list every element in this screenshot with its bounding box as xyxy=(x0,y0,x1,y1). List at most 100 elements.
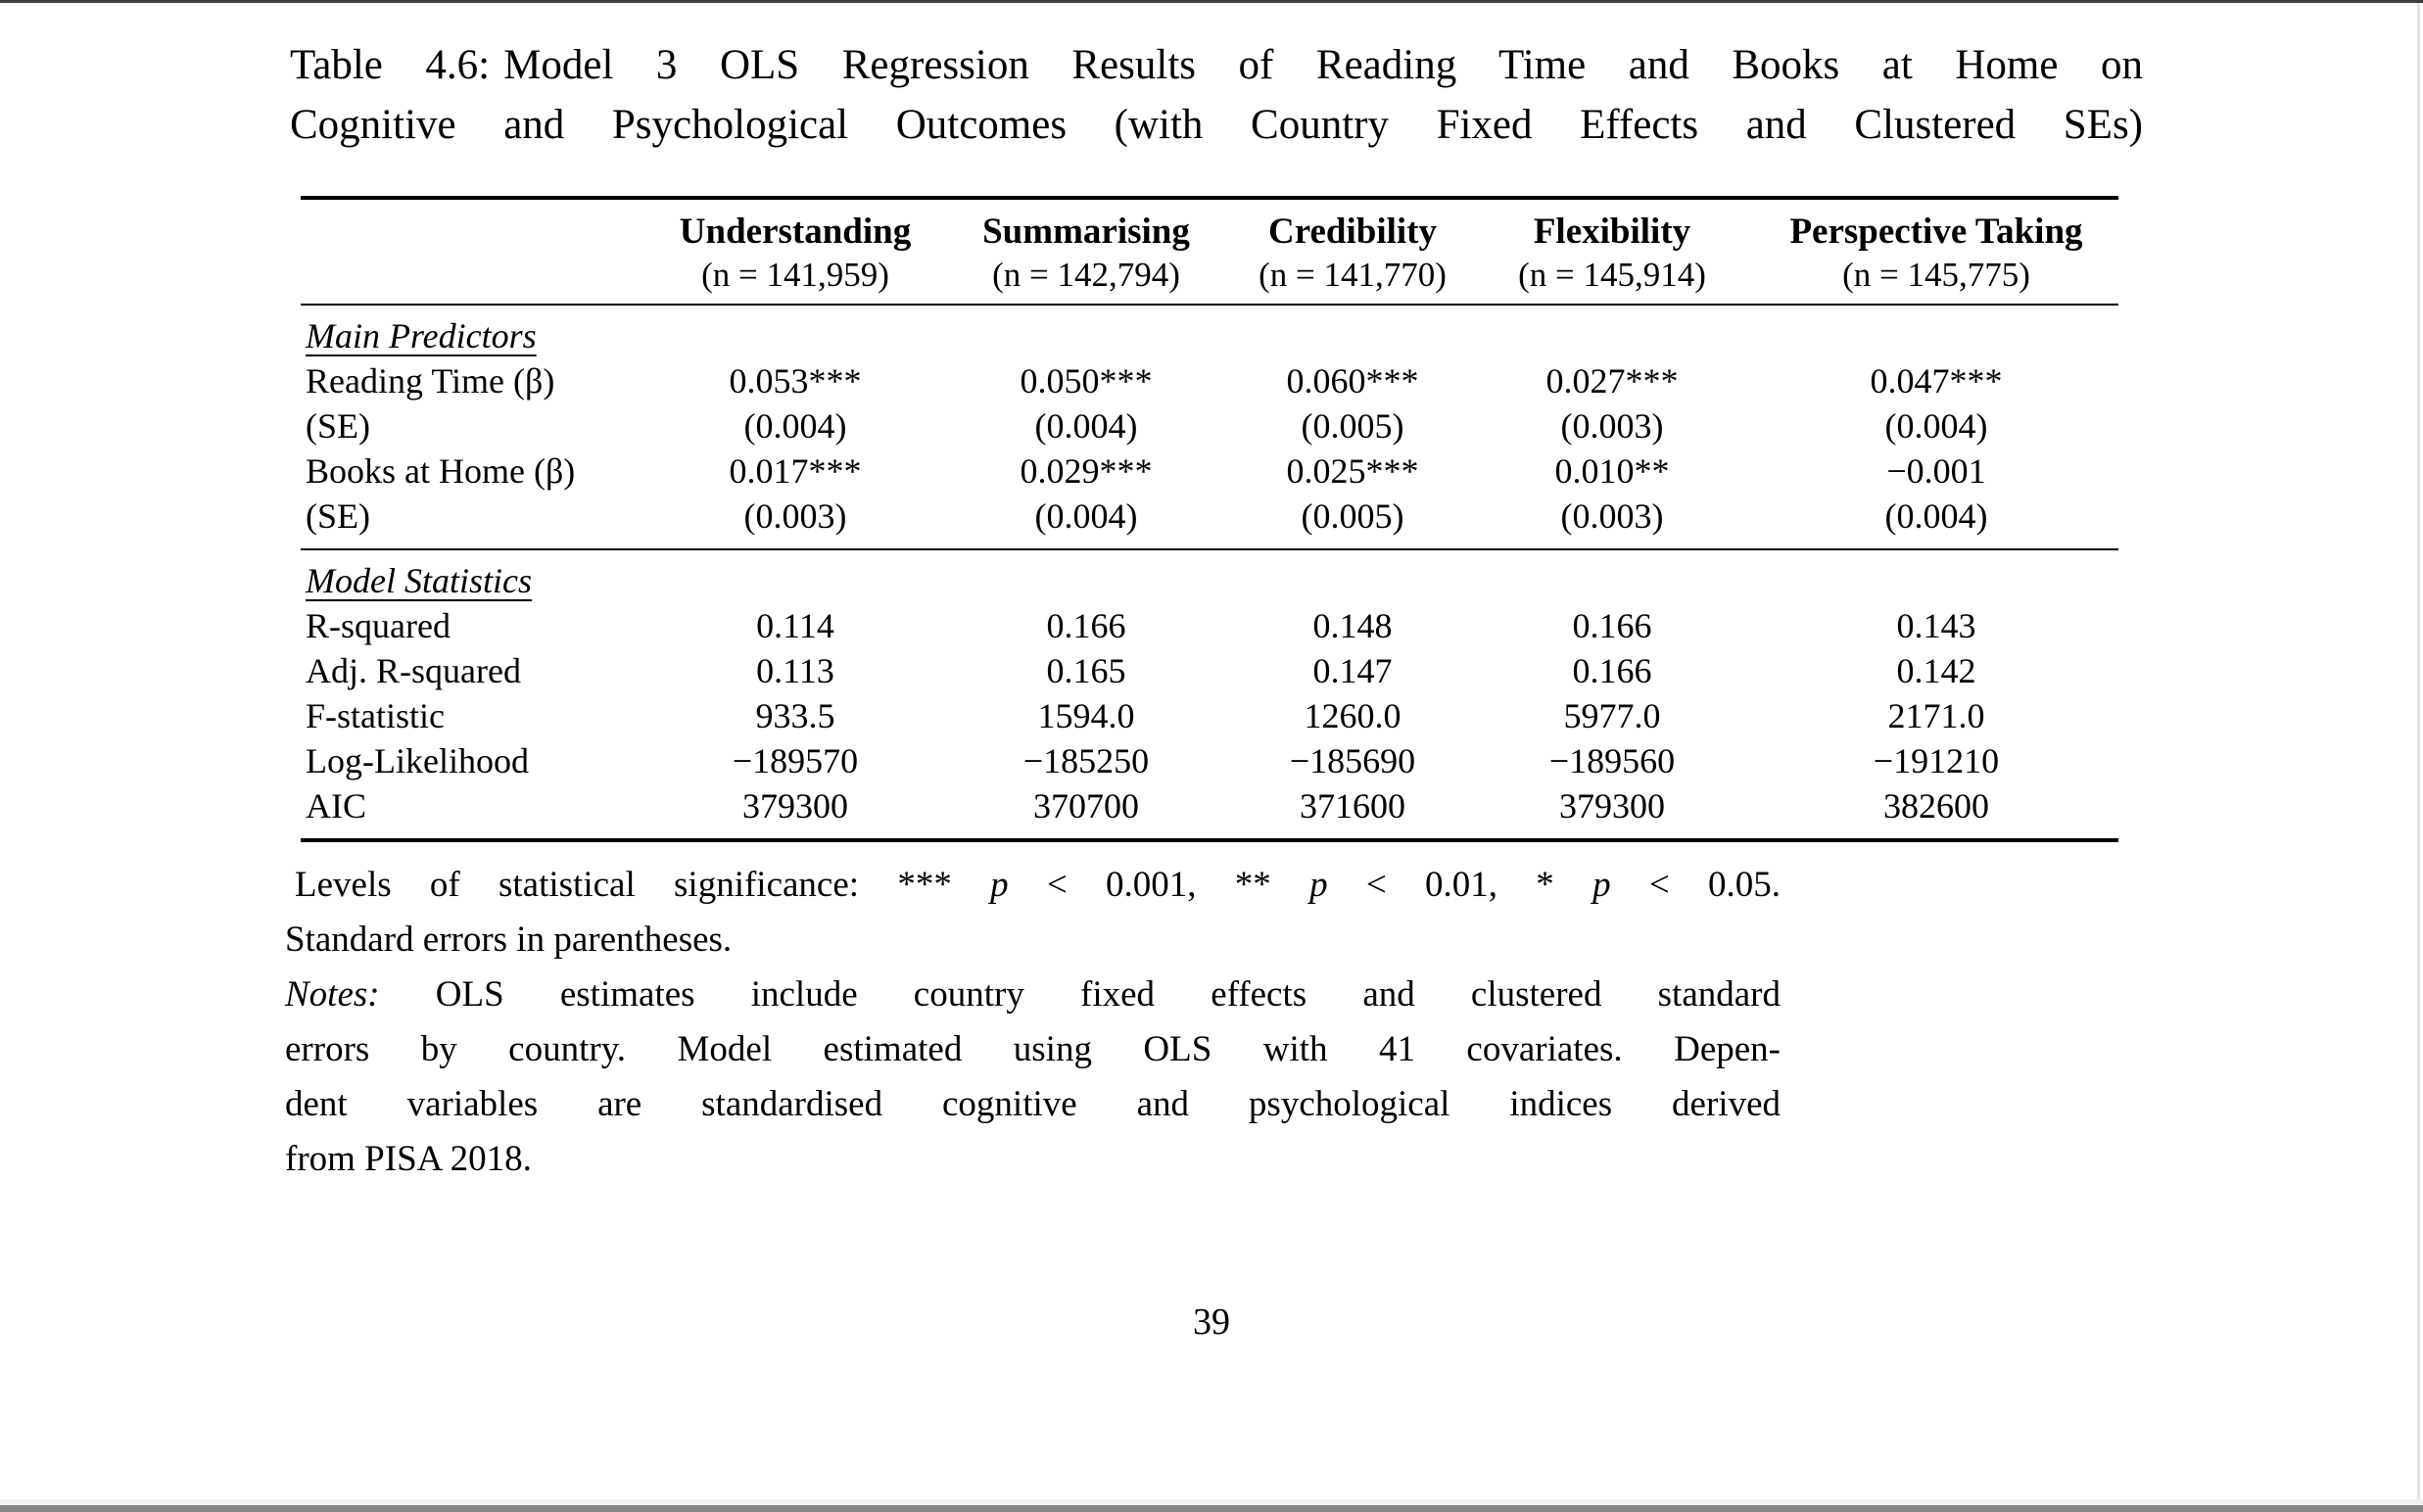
regression-table: Understanding (n = 141,959) Summarising … xyxy=(301,196,2118,842)
cell-value: 0.143 xyxy=(1896,606,1976,645)
notes-label: Notes: xyxy=(285,974,380,1015)
section-title-text: Main Predictors xyxy=(306,316,537,355)
p-symbol: p xyxy=(1592,865,1611,905)
column-header-credibility: Credibility (n = 141,770) xyxy=(1235,210,1470,296)
cell-value: −185250 xyxy=(1022,741,1150,780)
cell-value: 379300 xyxy=(742,786,848,826)
table-row: R-squared 0.114 0.166 0.148 0.166 0.143 xyxy=(301,603,2118,648)
column-header-flexibility: Flexibility (n = 145,914) xyxy=(1470,210,1754,296)
column-header-label: Summarising xyxy=(982,212,1190,252)
section-title-text: Model Statistics xyxy=(306,561,532,600)
table-row: Reading Time (β) 0.053*** 0.050*** 0.060… xyxy=(301,358,2118,403)
caption-line-2: Cognitive and Psychological Outcomes (wi… xyxy=(290,102,2143,148)
cell-value: 0.029*** xyxy=(1020,451,1153,491)
cell-value: 1594.0 xyxy=(1037,696,1135,735)
table-header-row: Understanding (n = 141,959) Summarising … xyxy=(301,200,2118,304)
notes-line-1: Notes: OLS estimates include country fix… xyxy=(285,968,1781,1022)
caption-label: Table 4.6: xyxy=(290,42,491,88)
table-top-rule xyxy=(301,196,2118,200)
cell-value: 0.166 xyxy=(1572,651,1652,690)
section-title-row: Main Predictors xyxy=(301,313,2118,358)
cell-value: 933.5 xyxy=(755,696,835,735)
cell-value: 379300 xyxy=(1559,786,1665,826)
cell-value: 0.050*** xyxy=(1020,361,1153,401)
row-label: Reading Time (β) xyxy=(306,361,555,401)
page-number: 39 xyxy=(1193,1301,1230,1343)
table-mid-rule-2 xyxy=(301,548,2118,550)
cell-value: (0.003) xyxy=(743,496,847,536)
section-title-row: Model Statistics xyxy=(301,558,2118,603)
row-label: AIC xyxy=(306,786,366,826)
caption-line-1-text: Model 3 OLS Regression Results of Readin… xyxy=(503,42,2144,88)
cell-value: (0.005) xyxy=(1301,406,1404,446)
cell-value: 0.113 xyxy=(756,651,834,690)
row-label: (SE) xyxy=(306,406,370,446)
section-title-cell: Main Predictors xyxy=(301,313,653,358)
significance-text: < 0.01, * xyxy=(1327,865,1593,905)
cell-value: 0.010** xyxy=(1554,451,1670,491)
column-header-label: Credibility xyxy=(1268,212,1437,252)
window-bottom-bar xyxy=(0,1505,2423,1512)
cell-value: (0.004) xyxy=(1884,496,1988,536)
column-sample-size: (n = 141,770) xyxy=(1259,256,1447,294)
cell-value: 370700 xyxy=(1033,786,1139,826)
row-label: R-squared xyxy=(306,606,451,645)
cell-value: 5977.0 xyxy=(1563,696,1661,735)
column-header-label: Perspective Taking xyxy=(1789,212,2083,252)
header-spacer xyxy=(301,210,653,296)
standard-errors-note: Standard errors in parentheses. xyxy=(285,920,733,960)
table-row: Books at Home (β) 0.017*** 0.029*** 0.02… xyxy=(301,449,2118,494)
table-row: (SE) (0.003) (0.004) (0.005) (0.003) (0.… xyxy=(301,494,2118,539)
cell-value: −189560 xyxy=(1548,741,1676,780)
cell-value: −0.001 xyxy=(1886,451,1986,491)
cell-value: 0.047*** xyxy=(1870,361,2003,401)
notes-line-4: from PISA 2018. xyxy=(285,1139,532,1179)
column-header-perspective-taking: Perspective Taking (n = 145,775) xyxy=(1754,210,2118,296)
cell-value: (0.003) xyxy=(1560,406,1664,446)
cell-value: 0.147 xyxy=(1312,651,1393,690)
cell-value: (0.004) xyxy=(1884,406,1988,446)
table-footnotes: Levels of statistical significance: *** … xyxy=(285,858,1781,1187)
p-symbol: p xyxy=(990,865,1009,905)
significance-text: Levels of statistical significance: *** xyxy=(295,865,991,905)
column-header-label: Flexibility xyxy=(1533,212,1691,252)
p-symbol: p xyxy=(1309,865,1328,905)
cell-value: 0.017*** xyxy=(729,451,862,491)
column-header-summarising: Summarising (n = 142,794) xyxy=(937,210,1235,296)
notes-text: OLS estimates include country fixed effe… xyxy=(379,974,1781,1015)
table-caption: Table 4.6: Model 3 OLS Regression Results… xyxy=(290,35,2143,155)
cell-value: −185690 xyxy=(1289,741,1416,780)
table-row: (SE) (0.004) (0.004) (0.005) (0.003) (0.… xyxy=(301,403,2118,449)
cell-value: 0.166 xyxy=(1572,606,1652,645)
window-right-edge xyxy=(2417,3,2420,1499)
table-row: F-statistic 933.5 1594.0 1260.0 5977.0 2… xyxy=(301,693,2118,738)
cell-value: (0.003) xyxy=(1560,496,1664,536)
cell-value: 0.148 xyxy=(1312,606,1393,645)
section-title-cell: Model Statistics xyxy=(301,558,653,603)
cell-value: 0.053*** xyxy=(729,361,862,401)
cell-value: 382600 xyxy=(1883,786,1989,826)
cell-value: (0.004) xyxy=(743,406,847,446)
cell-value: (0.004) xyxy=(1034,496,1138,536)
cell-value: 0.114 xyxy=(756,606,834,645)
cell-value: (0.004) xyxy=(1034,406,1138,446)
row-label: Books at Home (β) xyxy=(306,451,576,491)
cell-value: 0.165 xyxy=(1046,651,1126,690)
cell-value: 1260.0 xyxy=(1304,696,1402,735)
notes-line-2: errors by country. Model estimated using… xyxy=(285,1029,1781,1069)
table-mid-rule-1 xyxy=(301,304,2118,306)
row-label: Adj. R-squared xyxy=(306,651,521,690)
table-row: Adj. R-squared 0.113 0.165 0.147 0.166 0… xyxy=(301,648,2118,693)
window-top-edge xyxy=(0,0,2423,3)
caption-line-1: Table 4.6: Model 3 OLS Regression Results… xyxy=(290,35,2143,95)
cell-value: 2171.0 xyxy=(1887,696,1985,735)
cell-value: 0.166 xyxy=(1046,606,1126,645)
cell-value: 0.142 xyxy=(1896,651,1976,690)
significance-note: Levels of statistical significance: *** … xyxy=(285,858,1781,913)
notes-line-3: dent variables are standardised cognitiv… xyxy=(285,1084,1781,1124)
cell-value: (0.005) xyxy=(1301,496,1404,536)
cell-value: −191210 xyxy=(1873,741,2000,780)
table-row: AIC 379300 370700 371600 379300 382600 xyxy=(301,783,2118,828)
cell-value: 0.025*** xyxy=(1286,451,1419,491)
